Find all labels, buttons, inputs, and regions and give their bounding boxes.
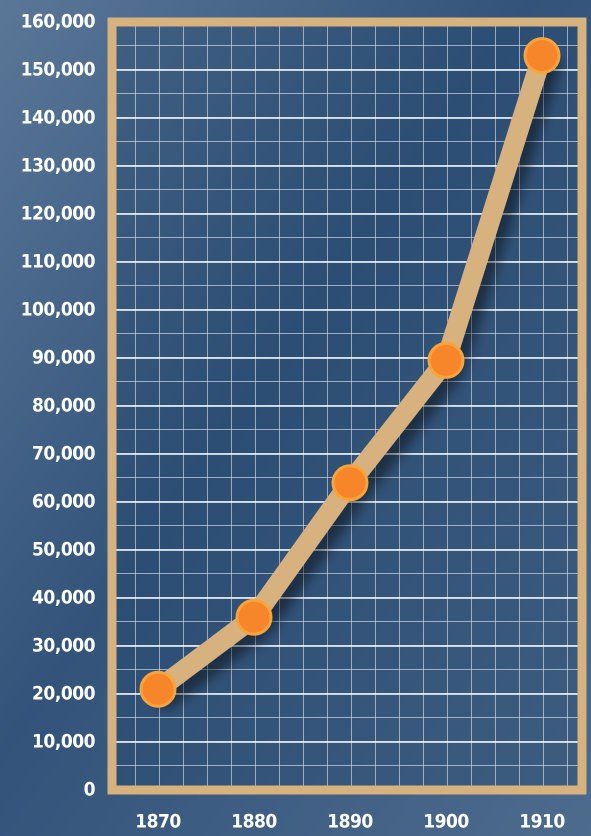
y-tick-label: 130,000 [21,155,96,177]
plot-frame [107,17,587,795]
y-tick-label: 150,000 [21,59,96,81]
y-tick-label: 10,000 [32,731,96,753]
y-tick-label: 70,000 [32,443,96,465]
y-tick-label: 140,000 [21,107,96,129]
y-tick-label: 30,000 [32,635,96,657]
y-tick-label: 0 [84,779,96,801]
marker [139,670,177,708]
y-tick-label: 20,000 [32,683,96,705]
marker [427,341,465,379]
y-tick-label: 60,000 [32,491,96,513]
marker [331,464,369,502]
x-tick-label: 1910 [519,811,565,833]
y-tick-label: 110,000 [21,251,96,273]
x-tick-label: 1870 [135,811,181,833]
x-tick-label: 1890 [327,811,373,833]
chart-layer [112,21,582,791]
y-tick-label: 50,000 [32,539,96,561]
x-tick-label: 1900 [423,811,469,833]
y-tick-label: 90,000 [32,347,96,369]
marker [235,598,273,636]
y-tick-label: 80,000 [32,395,96,417]
marker [523,37,561,75]
x-tick-label: 1880 [231,811,277,833]
y-tick-label: 160,000 [21,11,96,33]
y-tick-label: 120,000 [21,203,96,225]
y-tick-label: 100,000 [21,299,96,321]
y-tick-label: 40,000 [32,587,96,609]
